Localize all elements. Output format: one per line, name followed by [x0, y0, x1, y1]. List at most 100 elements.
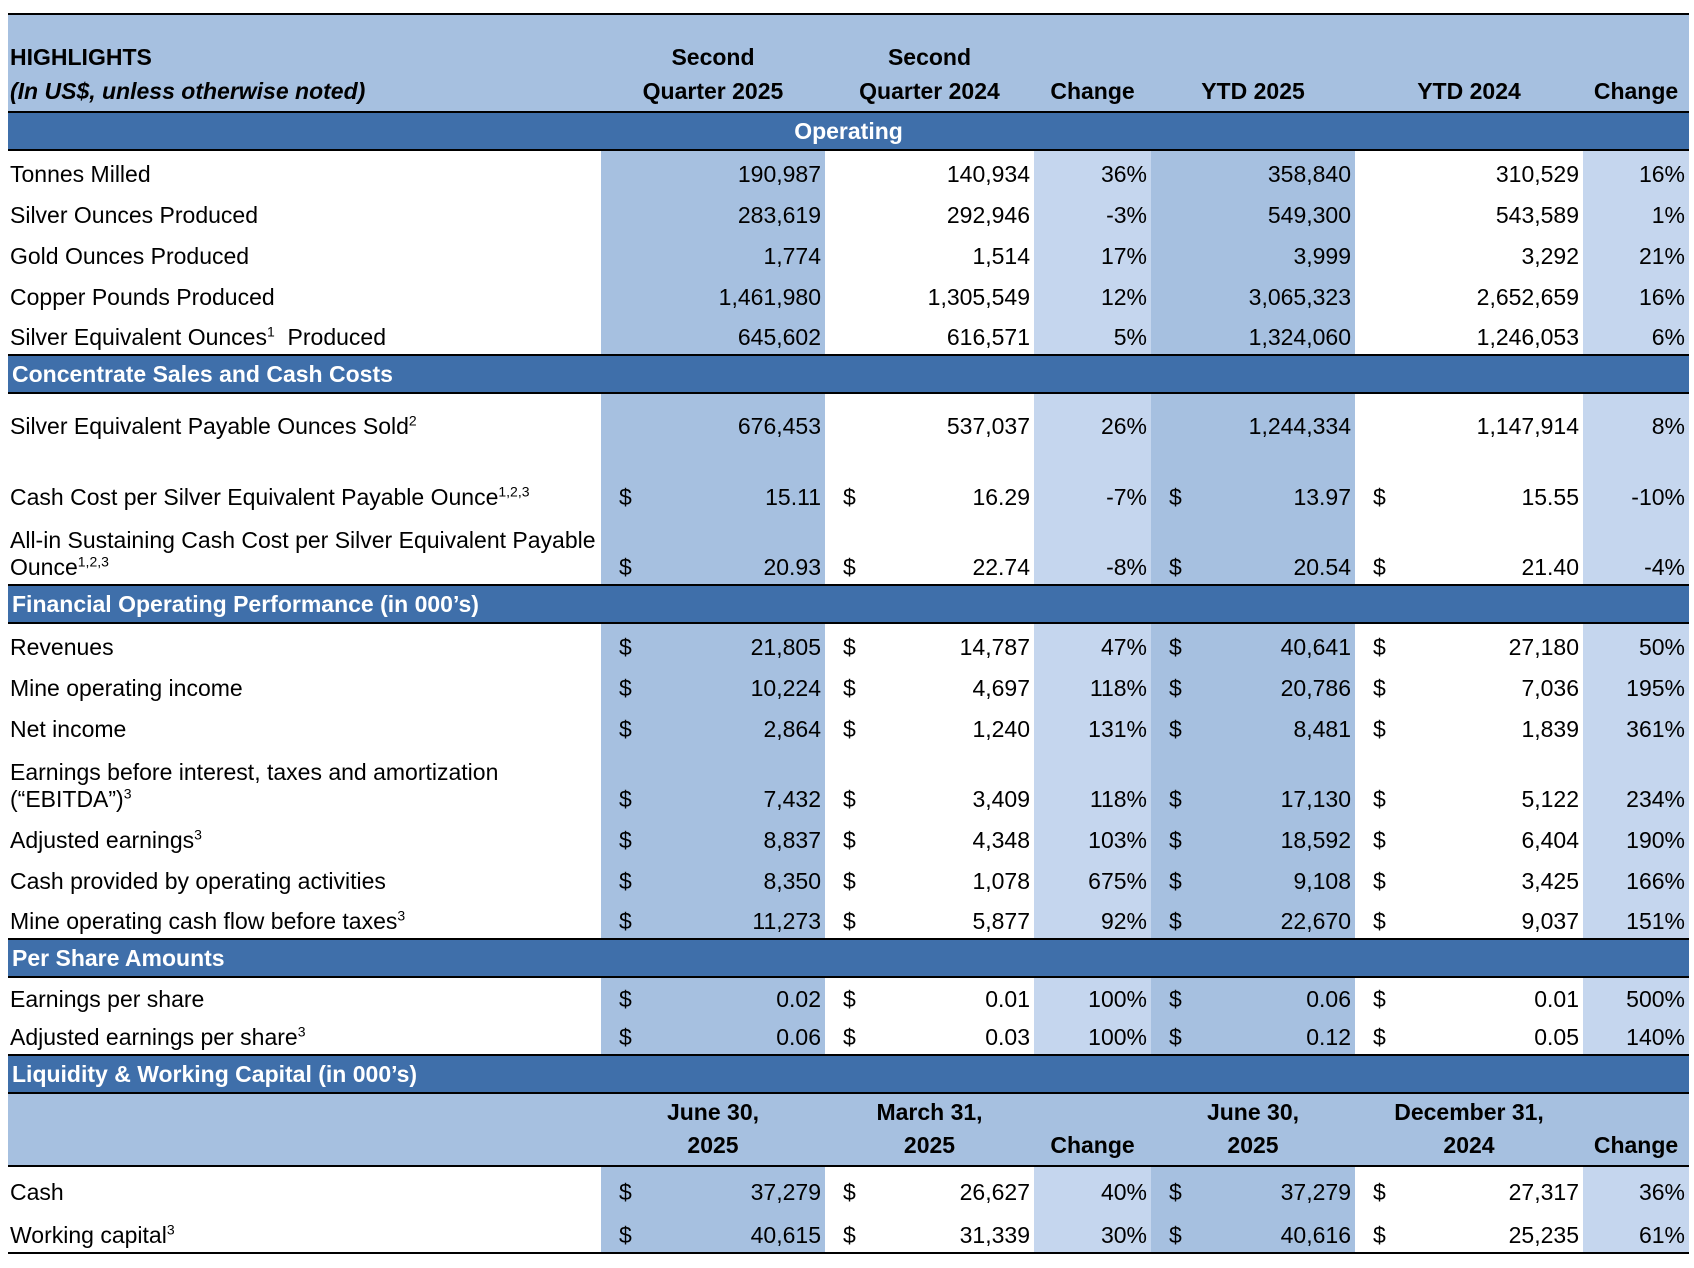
- dollar-sign: $: [619, 675, 632, 701]
- row-label: Cash Cost per Silver Equivalent Payable …: [8, 443, 601, 514]
- value-cell: 6%: [1583, 314, 1689, 355]
- dollar-sign: $: [1169, 634, 1182, 660]
- value-text: 17,130: [1280, 786, 1351, 812]
- value-text: 17%: [1100, 243, 1147, 269]
- dollar-sign: $: [619, 554, 632, 580]
- value-cell: 3,065,323: [1151, 273, 1355, 314]
- dollar-sign: $: [1373, 868, 1386, 894]
- value-text: 645,602: [737, 324, 821, 350]
- value-cell: 166%: [1583, 857, 1689, 898]
- section-title: Liquidity & Working Capital (in 000’s): [8, 1054, 1689, 1094]
- value-text: 5,122: [1521, 786, 1579, 812]
- value-cell: $4,697: [825, 664, 1034, 705]
- value-cell: $9,037: [1355, 898, 1583, 939]
- table-title: HIGHLIGHTS: [10, 44, 152, 70]
- value-cell: 16%: [1583, 150, 1689, 191]
- subheader-cell: June 30, 2025: [601, 1093, 825, 1167]
- footnote-ref: 1: [266, 323, 275, 340]
- row-label: Adjusted earnings per share3: [8, 1016, 601, 1055]
- dollar-sign: $: [843, 908, 856, 934]
- table-row: Silver Equivalent Ounces1 Produced 645,60…: [8, 314, 1689, 355]
- value-text: 15.11: [765, 484, 821, 510]
- value-cell: $3,409: [825, 746, 1034, 816]
- row-label: Mine operating cash flow before taxes3: [8, 898, 601, 939]
- value-cell: 16%: [1583, 273, 1689, 314]
- value-text: 0.02: [776, 986, 821, 1012]
- subheader-line1: June 30,: [1206, 1099, 1300, 1125]
- subheader-blank: [8, 1093, 601, 1167]
- subheader-line2: Change: [1593, 1132, 1679, 1158]
- value-text: 140%: [1626, 1024, 1685, 1050]
- column-header-line2: Change: [1593, 78, 1679, 104]
- value-cell: -3%: [1034, 191, 1151, 232]
- value-text: 190%: [1626, 827, 1685, 853]
- dollar-sign: $: [843, 484, 856, 510]
- row-label: Earnings per share: [8, 977, 601, 1016]
- value-cell: $9,108: [1151, 857, 1355, 898]
- row-label: Gold Ounces Produced: [8, 232, 601, 273]
- value-cell: 118%: [1034, 664, 1151, 705]
- subheader-line2: 2025: [903, 1132, 956, 1158]
- value-cell: $10,224: [601, 664, 825, 705]
- value-cell: $22,670: [1151, 898, 1355, 939]
- dollar-sign: $: [1169, 786, 1182, 812]
- column-header: YTD 2025: [1151, 14, 1355, 112]
- dollar-sign: $: [1169, 868, 1182, 894]
- column-header: YTD 2024: [1355, 14, 1583, 112]
- footnote-ref: 3: [297, 1023, 306, 1040]
- value-cell: $0.06: [601, 1016, 825, 1055]
- dollar-sign: $: [619, 827, 632, 853]
- dollar-sign: $: [843, 634, 856, 660]
- value-text: 0.01: [1534, 986, 1579, 1012]
- value-cell: 8%: [1583, 393, 1689, 443]
- value-text: -4%: [1644, 554, 1685, 580]
- value-text: 676,453: [737, 413, 821, 439]
- dollar-sign: $: [843, 1222, 856, 1248]
- row-label: Earnings before interest, taxes and amor…: [8, 746, 601, 816]
- value-text: 15.55: [1521, 484, 1579, 510]
- value-cell: 190,987: [601, 150, 825, 191]
- value-cell: 140,934: [825, 150, 1034, 191]
- row-label: Cash: [8, 1166, 601, 1209]
- value-cell: 17%: [1034, 232, 1151, 273]
- value-cell: 616,571: [825, 314, 1034, 355]
- dollar-sign: $: [1373, 1024, 1386, 1050]
- section-band: Financial Operating Performance (in 000’…: [8, 584, 1689, 624]
- footnote-ref: 1,2,3: [498, 483, 530, 500]
- value-cell: 1,461,980: [601, 273, 825, 314]
- value-cell: $18,592: [1151, 816, 1355, 857]
- value-cell: -4%: [1583, 514, 1689, 585]
- value-text: 131%: [1088, 716, 1147, 742]
- table-row: All-in Sustaining Cash Cost per Silver E…: [8, 514, 1689, 585]
- value-cell: $0.12: [1151, 1016, 1355, 1055]
- value-text: 37,279: [1280, 1179, 1351, 1205]
- section-title: Operating: [8, 111, 1689, 151]
- value-cell: 549,300: [1151, 191, 1355, 232]
- section-band: Liquidity & Working Capital (in 000’s): [8, 1054, 1689, 1094]
- row-label-text: Mine operating income: [10, 675, 243, 701]
- subheader-cell: Change: [1583, 1093, 1689, 1167]
- value-text: 40,615: [750, 1222, 821, 1248]
- value-text: 1,514: [972, 243, 1030, 269]
- subheader-cell: December 31, 2024: [1355, 1093, 1583, 1167]
- subheader-cell: March 31, 2025: [825, 1093, 1034, 1167]
- footnote-ref: 1,2,3: [77, 553, 109, 570]
- value-text: 16.29: [972, 484, 1030, 510]
- section-band: Per Share Amounts: [8, 938, 1689, 978]
- value-cell: 151%: [1583, 898, 1689, 939]
- value-cell: 36%: [1583, 1166, 1689, 1209]
- row-label-text: Working capital: [10, 1222, 167, 1248]
- row-label: Silver Equivalent Payable Ounces Sold2: [8, 393, 601, 443]
- header-row: HIGHLIGHTS (In US$, unless otherwise not…: [8, 14, 1689, 112]
- dollar-sign: $: [619, 1222, 632, 1248]
- footnote-ref: 3: [166, 1221, 175, 1238]
- value-cell: $40,641: [1151, 623, 1355, 664]
- value-cell: 21%: [1583, 232, 1689, 273]
- table-row: Mine operating income $10,224 $4,697 118% $2…: [8, 664, 1689, 705]
- value-text: 140,934: [946, 161, 1030, 187]
- table-row: Earnings before interest, taxes and amor…: [8, 746, 1689, 816]
- value-text: 61%: [1638, 1222, 1685, 1248]
- value-cell: 40%: [1034, 1166, 1151, 1209]
- value-cell: 1,244,334: [1151, 393, 1355, 443]
- value-cell: 358,840: [1151, 150, 1355, 191]
